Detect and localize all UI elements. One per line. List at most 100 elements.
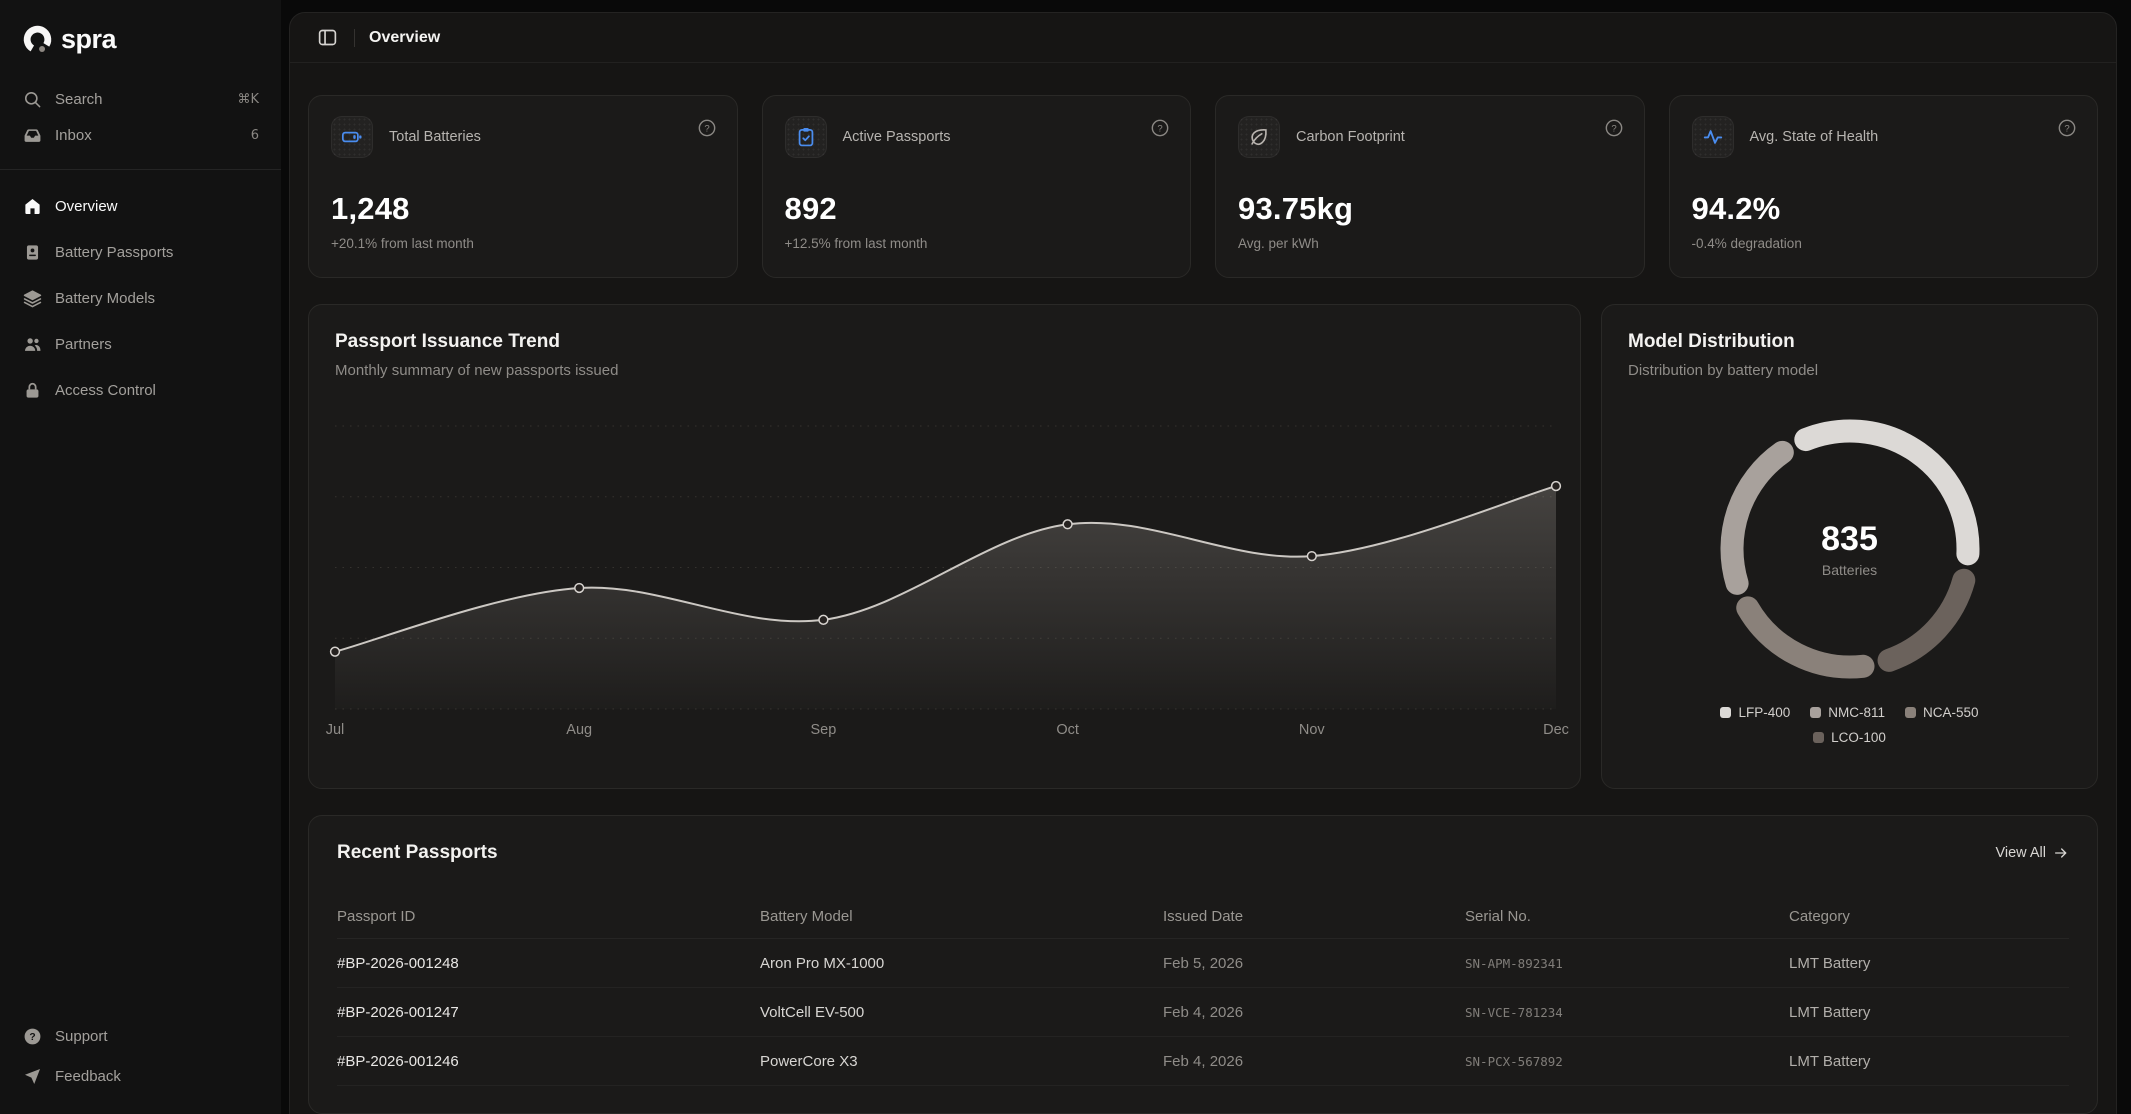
help-button[interactable]: ? bbox=[2057, 118, 2077, 138]
stat-label: Total Batteries bbox=[389, 129, 481, 145]
search-shortcut: ⌘K bbox=[237, 92, 259, 107]
stat-label: Avg. State of Health bbox=[1750, 129, 1879, 145]
sidebar-item-search[interactable]: Search ⌘K bbox=[0, 81, 281, 117]
column-header: Battery Model bbox=[760, 908, 1163, 925]
cell-serial: SN-PCX-567892 bbox=[1465, 1054, 1789, 1069]
table-row[interactable]: #BP-2026-001246 PowerCore X3 Feb 4, 2026… bbox=[337, 1037, 2069, 1086]
footer-label: Support bbox=[55, 1028, 108, 1045]
view-all-link[interactable]: View All bbox=[1995, 845, 2069, 861]
sidebar-item-overview[interactable]: Overview bbox=[0, 188, 281, 224]
help-button[interactable]: ? bbox=[1150, 118, 1170, 138]
donut-center: 835 Batteries bbox=[1718, 417, 1982, 681]
home-icon bbox=[22, 196, 42, 216]
legend-swatch bbox=[1720, 707, 1731, 718]
model-distribution-card: Model Distribution Distribution by batte… bbox=[1601, 304, 2098, 789]
legend-label: NCA-550 bbox=[1923, 705, 1979, 720]
ring-dot-logo-icon bbox=[22, 24, 53, 55]
svg-text:?: ? bbox=[2064, 123, 2069, 134]
cell-passport-id: #BP-2026-001246 bbox=[337, 1053, 760, 1070]
panel-left-icon bbox=[317, 27, 338, 48]
layers-icon bbox=[22, 288, 42, 308]
topbar: Overview bbox=[290, 13, 2116, 63]
stat-card-carbon-footprint: Carbon Footprint ? 93.75kg Avg. per kWh bbox=[1215, 95, 1645, 278]
column-header: Passport ID bbox=[337, 908, 760, 925]
sidebar-item-battery-passports[interactable]: Battery Passports bbox=[0, 234, 281, 270]
legend-item: LFP-400 bbox=[1720, 705, 1790, 720]
trend-subtitle: Monthly summary of new passports issued bbox=[335, 362, 1554, 379]
trend-title: Passport Issuance Trend bbox=[335, 331, 1554, 353]
sidebar-item-access-control[interactable]: Access Control bbox=[0, 372, 281, 408]
brand-logo: spra bbox=[0, 24, 281, 55]
brand-name: spra bbox=[61, 24, 116, 55]
svg-text:?: ? bbox=[1611, 123, 1616, 134]
activity-icon bbox=[1692, 116, 1734, 158]
legend-swatch bbox=[1813, 732, 1824, 743]
svg-text:Dec: Dec bbox=[1543, 722, 1569, 738]
nav-label: Access Control bbox=[55, 382, 156, 399]
sidebar-toggle-button[interactable] bbox=[314, 25, 340, 51]
passport-icon bbox=[22, 242, 42, 262]
svg-text:Aug: Aug bbox=[566, 722, 592, 738]
sidebar-item-feedback[interactable]: Feedback bbox=[0, 1058, 281, 1094]
view-all-label: View All bbox=[1995, 845, 2046, 861]
stat-card-state-of-health: Avg. State of Health ? 94.2% -0.4% degra… bbox=[1669, 95, 2099, 278]
cell-passport-id: #BP-2026-001248 bbox=[337, 955, 760, 972]
sidebar: spra Search ⌘K Inbox 6 Overview bbox=[0, 0, 281, 1114]
stat-value: 93.75kg bbox=[1238, 191, 1622, 227]
table-row[interactable]: #BP-2026-001248 Aron Pro MX-1000 Feb 5, … bbox=[337, 939, 2069, 988]
table-row[interactable]: #BP-2026-001247 VoltCell EV-500 Feb 4, 2… bbox=[337, 988, 2069, 1037]
legend-label: LFP-400 bbox=[1738, 705, 1790, 720]
cell-category: LMT Battery bbox=[1789, 1053, 2069, 1070]
passport-issuance-trend-card: Passport Issuance Trend Monthly summary … bbox=[308, 304, 1581, 789]
charts-row: Passport Issuance Trend Monthly summary … bbox=[308, 304, 2098, 789]
table-title: Recent Passports bbox=[337, 842, 498, 864]
help-circle-icon: ? bbox=[2057, 118, 2077, 138]
sidebar-divider bbox=[0, 169, 281, 170]
arrow-right-icon bbox=[2053, 845, 2069, 861]
cell-battery-model: VoltCell EV-500 bbox=[760, 1004, 1163, 1021]
svg-text:Oct: Oct bbox=[1056, 722, 1079, 738]
svg-text:Sep: Sep bbox=[810, 722, 836, 738]
sidebar-item-partners[interactable]: Partners bbox=[0, 326, 281, 362]
app-screen: spra Search ⌘K Inbox 6 Overview bbox=[0, 0, 2131, 1114]
model-title: Model Distribution bbox=[1628, 331, 2071, 353]
stats-row: Total Batteries ? 1,248 +20.1% from last… bbox=[308, 95, 2098, 278]
cell-passport-id: #BP-2026-001247 bbox=[337, 1004, 760, 1021]
svg-text:?: ? bbox=[1157, 123, 1162, 134]
main-panel: Overview Total Batteries ? bbox=[289, 12, 2117, 1114]
help-button[interactable]: ? bbox=[697, 118, 717, 138]
cell-category: LMT Battery bbox=[1789, 1004, 2069, 1021]
stat-value: 94.2% bbox=[1692, 191, 2076, 227]
leaf-icon bbox=[1238, 116, 1280, 158]
column-header: Category bbox=[1789, 908, 2069, 925]
legend-label: NMC-811 bbox=[1828, 705, 1885, 720]
sidebar-footer: ? Support Feedback bbox=[0, 1018, 281, 1098]
stat-sub: +20.1% from last month bbox=[331, 236, 715, 251]
stat-value: 1,248 bbox=[331, 191, 715, 227]
legend-swatch bbox=[1905, 707, 1916, 718]
recent-passports-card: Recent Passports View All Passport ID Ba… bbox=[308, 815, 2098, 1114]
stat-sub: -0.4% degradation bbox=[1692, 236, 2076, 251]
search-label: Search bbox=[55, 91, 103, 108]
stat-sub: Avg. per kWh bbox=[1238, 236, 1622, 251]
help-circle-icon: ? bbox=[1150, 118, 1170, 138]
topbar-divider bbox=[354, 29, 355, 47]
sidebar-item-battery-models[interactable]: Battery Models bbox=[0, 280, 281, 316]
legend-item: NMC-811 bbox=[1810, 705, 1885, 720]
sidebar-item-support[interactable]: ? Support bbox=[0, 1018, 281, 1054]
legend-item: LCO-100 bbox=[1813, 730, 1886, 745]
cell-serial: SN-APM-892341 bbox=[1465, 956, 1789, 971]
column-header: Issued Date bbox=[1163, 908, 1465, 925]
stat-card-active-passports: Active Passports ? 892 +12.5% from last … bbox=[762, 95, 1192, 278]
stat-label: Carbon Footprint bbox=[1296, 129, 1405, 145]
sidebar-item-inbox[interactable]: Inbox 6 bbox=[0, 117, 281, 153]
donut-chart: 835 Batteries bbox=[1718, 417, 1982, 681]
stat-sub: +12.5% from last month bbox=[785, 236, 1169, 251]
cell-battery-model: PowerCore X3 bbox=[760, 1053, 1163, 1070]
legend-item: NCA-550 bbox=[1905, 705, 1979, 720]
help-button[interactable]: ? bbox=[1604, 118, 1624, 138]
column-header: Serial No. bbox=[1465, 908, 1789, 925]
send-icon bbox=[22, 1066, 42, 1086]
svg-text:?: ? bbox=[29, 1032, 35, 1043]
help-circle-icon: ? bbox=[22, 1026, 42, 1046]
